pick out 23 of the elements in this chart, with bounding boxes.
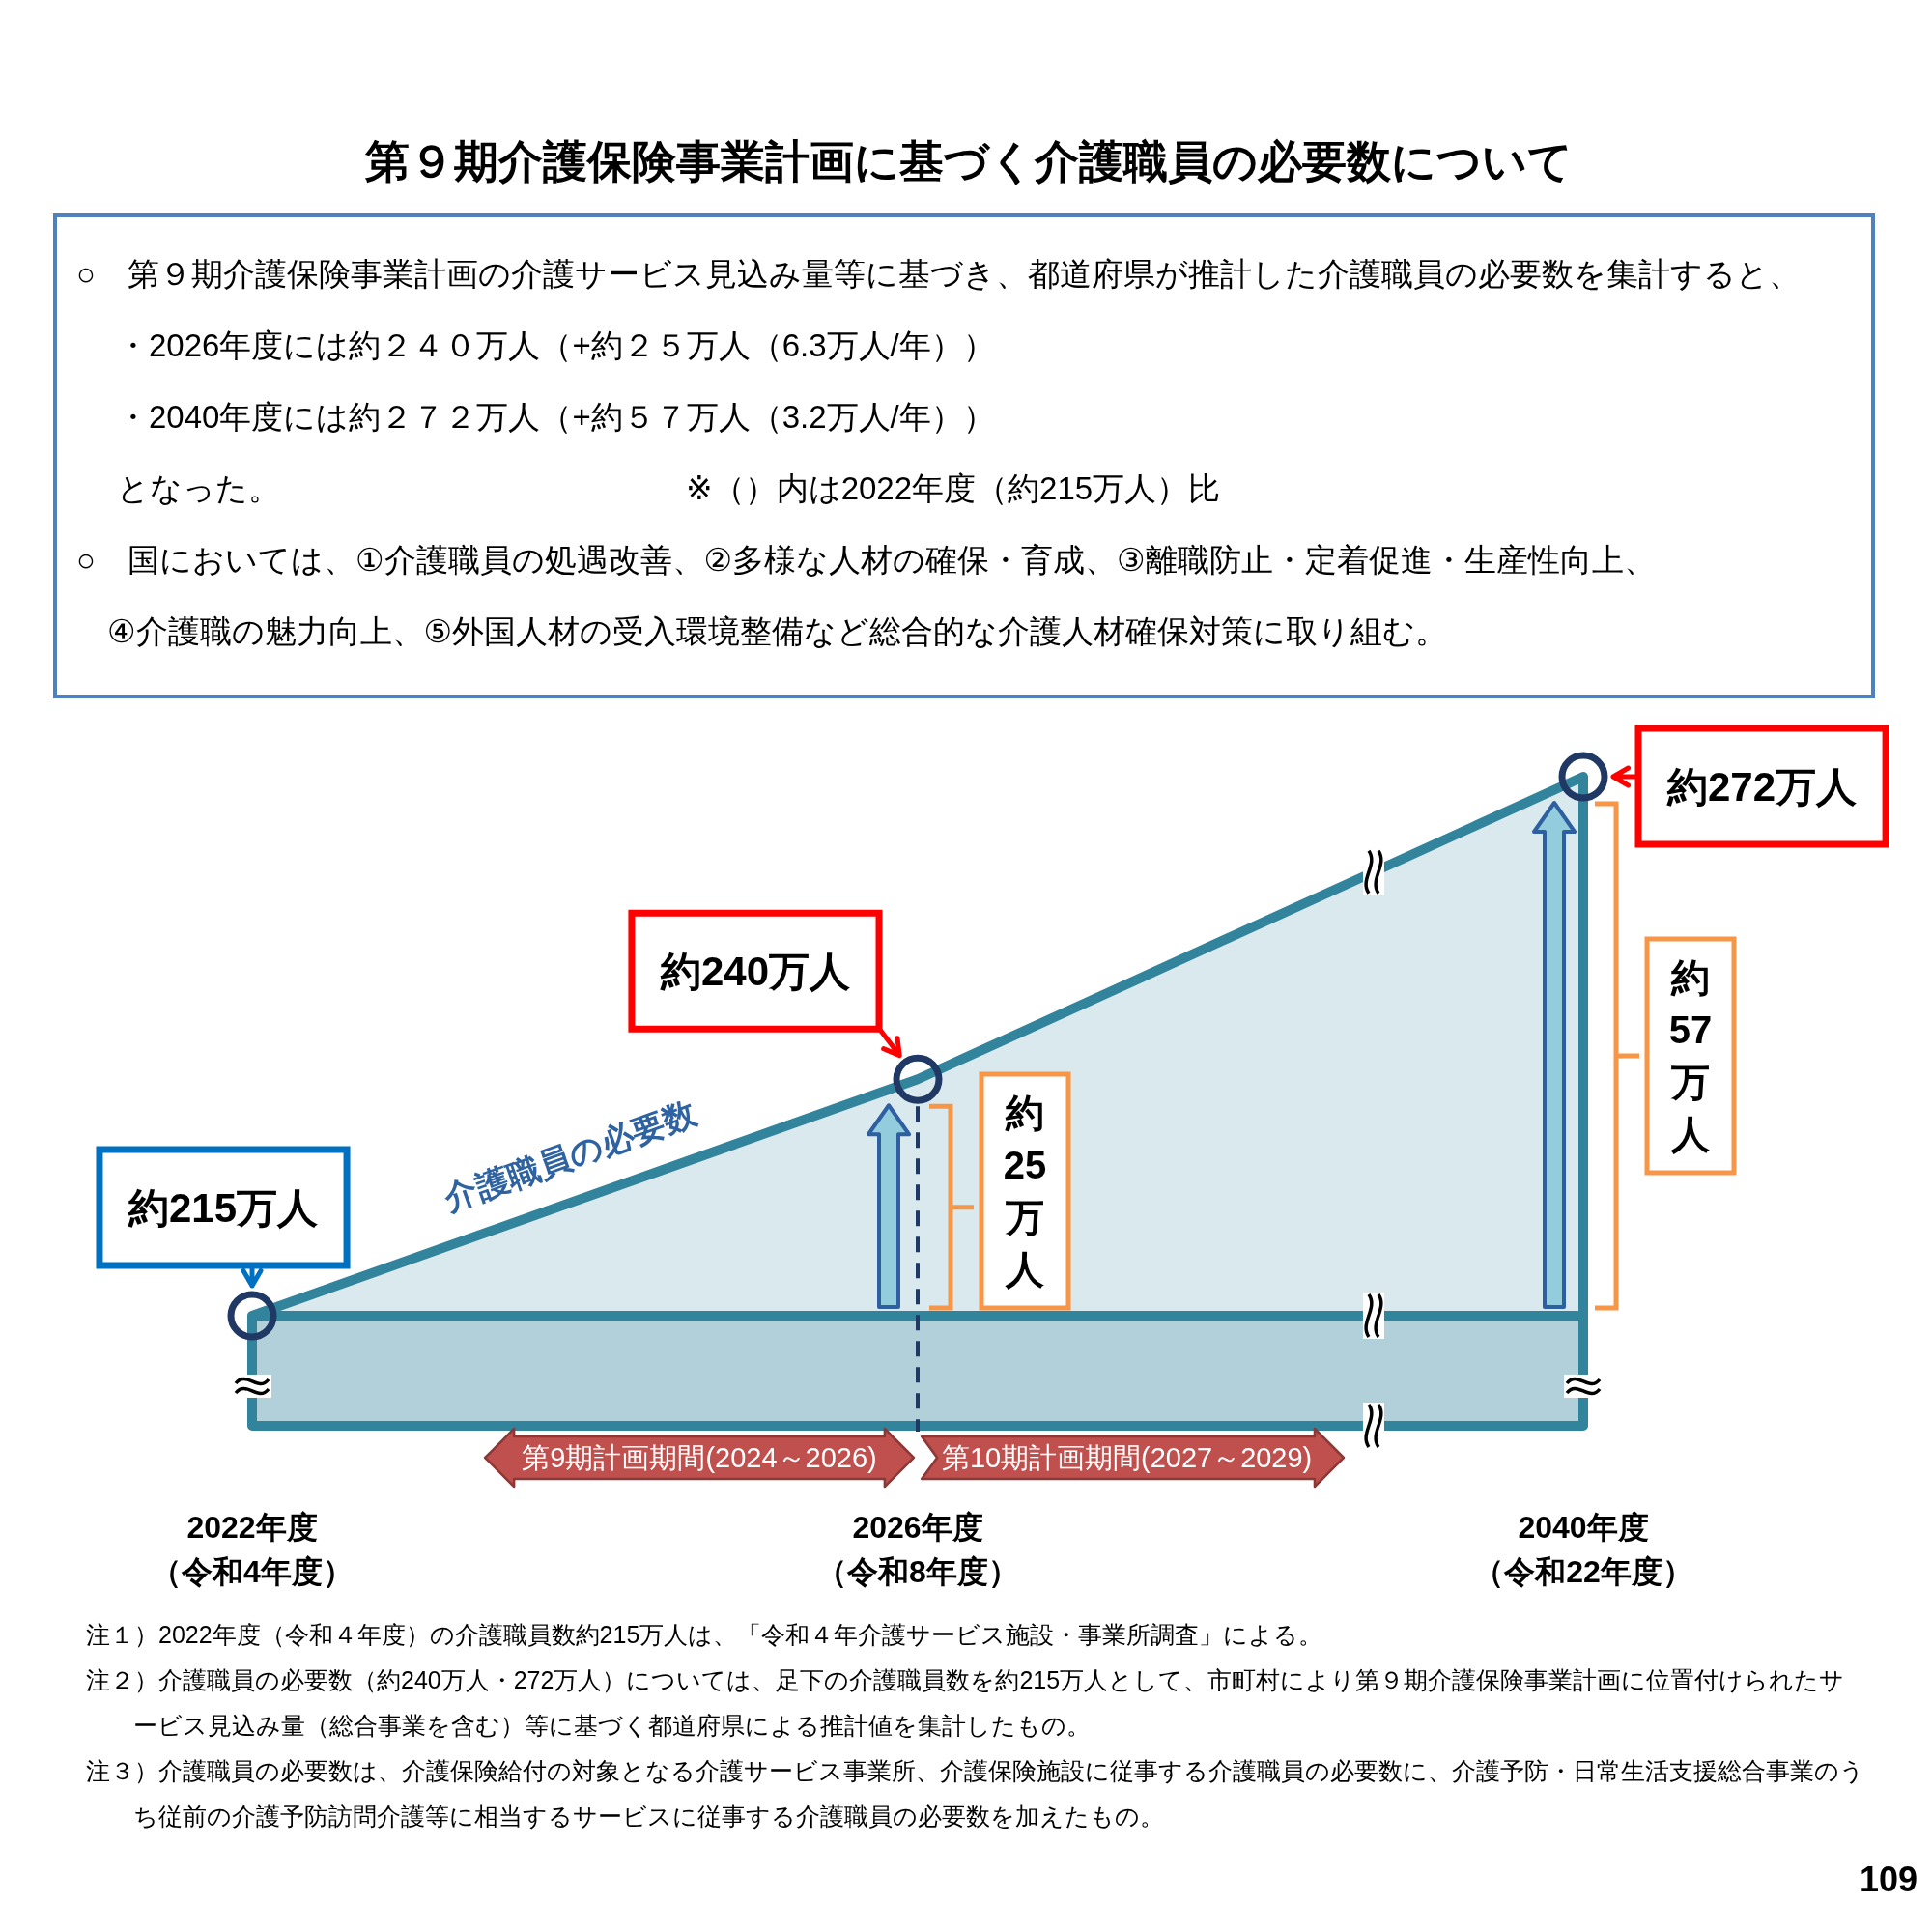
- text: ④介護職の魅力向上、⑤外国人材の受入環境整備など総合的な介護人材確保対策に取り組む。: [107, 613, 1448, 649]
- text: となった。: [117, 470, 280, 506]
- x-tick-label: 2026年度（令和8年度）: [816, 1510, 1019, 1589]
- text: ・2040年度には約２７２万人（+約５７万人（3.2万人/年））: [117, 399, 995, 435]
- text: ○ 国においては、①介護職員の処遇改善、②多様な人材の確保・育成、③離職防止・定着促進・生産性向上、: [76, 542, 1656, 578]
- annotation: 注２）介護職員の必要数（約240万人・272万人）については、足下の介護職員数を約215万人として、市町村により第９期介護保険事業計画に位置付けられたサービス見込み量（総合事業を含む）等に基づく都道府県による推計値を集計したもの。: [86, 1666, 1845, 1739]
- chart-title: 第９期介護保険事業計画に基づく介護職員の必要数について: [364, 136, 1573, 186]
- annotation: 約25万人: [1003, 1092, 1047, 1291]
- annotation: 約57万人: [1668, 956, 1713, 1155]
- annotation: 第9期計画期間(2024～2026): [522, 1442, 877, 1473]
- data-label: 約240万人: [659, 949, 850, 995]
- annotation: 第10期計画期間(2027～2029): [941, 1442, 1313, 1473]
- text: 介護職員の必要数: [439, 1094, 702, 1218]
- annotation: 注３）介護職員の必要数は、介護保険給付の対象となる介護サービス事業所、介護保険施設に従事する介護職員の必要数に、介護予防・日常生活支援総合事業のうち従前の介護予防訪問介護等に相当するサービスに従事する介護職員の必要数を加えたもの。: [86, 1757, 1864, 1830]
- x-tick-label: 2022年度（令和4年度）: [151, 1510, 354, 1589]
- annotation: 注１）2022年度（令和４年度）の介護職員数約215万人は、「令和４年介護サービス施設・事業所調査」による。: [86, 1621, 1323, 1648]
- text: ○ 第９期介護保険事業計画の介護サービス見込み量等に基づき、都道府県が推計した介護職員の必要数を集計すると、: [76, 256, 1801, 292]
- text: ※（）内は2022年度（約215万人）比: [686, 470, 1221, 506]
- data-label: 約272万人: [1666, 764, 1858, 810]
- text: ・2026年度には約２４０万人（+約２５万人（6.3万人/年））: [117, 327, 995, 363]
- text: 109: [1859, 1860, 1918, 1899]
- ref-line-label: 約215万人: [127, 1185, 319, 1231]
- x-tick-label: 2040年度（令和22年度）: [1473, 1510, 1693, 1589]
